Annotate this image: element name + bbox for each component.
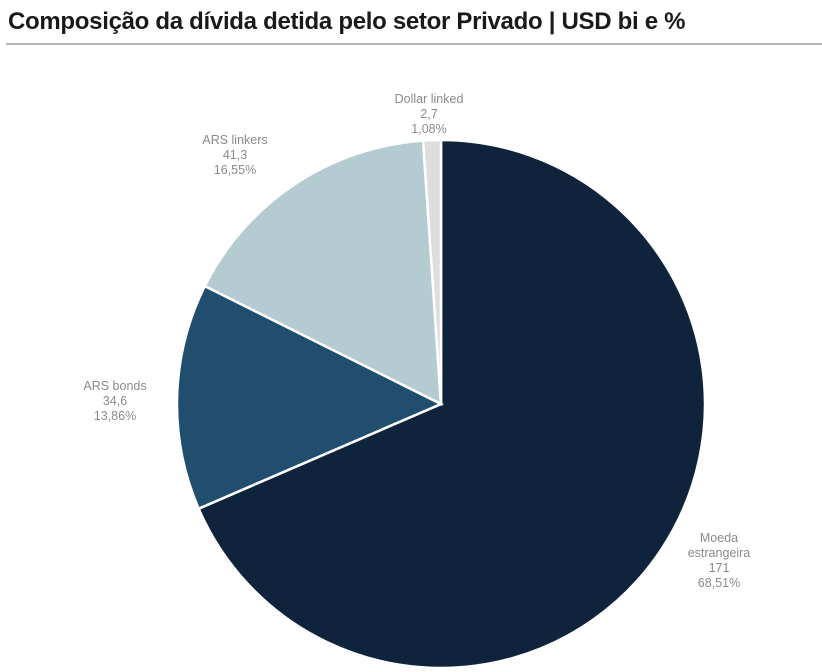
slice-value: 34,6	[102, 394, 128, 408]
label-dollar-linked: Dollar linked 2,7 1,08%	[395, 92, 464, 137]
pie-slice-dollar-linked	[421, 138, 443, 405]
slice-percent: 68,51%	[697, 576, 741, 590]
label-moeda-estrangeira: Moeda estrangeira 171 68,51%	[668, 531, 771, 591]
title-divider	[6, 43, 822, 45]
slice-label: Moeda estrangeira	[687, 531, 751, 560]
pie-slice-ars-bonds	[175, 284, 444, 511]
label-ars-linkers: ARS linkers 41,3 16,55%	[202, 133, 267, 178]
slice-label: ARS bonds	[83, 379, 147, 393]
slice-value: 2,7	[420, 107, 438, 121]
slice-label: Dollar linked	[394, 92, 464, 106]
pie-slice-moeda-estrangeira	[197, 138, 707, 670]
slice-label: ARS linkers	[202, 133, 268, 147]
slice-value: 171	[708, 561, 730, 575]
label-ars-bonds: ARS bonds 34,6 13,86%	[83, 379, 146, 424]
slice-value: 41,3	[222, 148, 248, 162]
slice-percent: 13,86%	[93, 409, 137, 423]
slice-percent: 16,55%	[213, 163, 257, 177]
slice-percent: 1,08%	[411, 122, 447, 136]
pie-slice-ars-linkers	[203, 139, 443, 407]
chart-title: Composição da dívida detida pelo setor P…	[8, 8, 686, 35]
